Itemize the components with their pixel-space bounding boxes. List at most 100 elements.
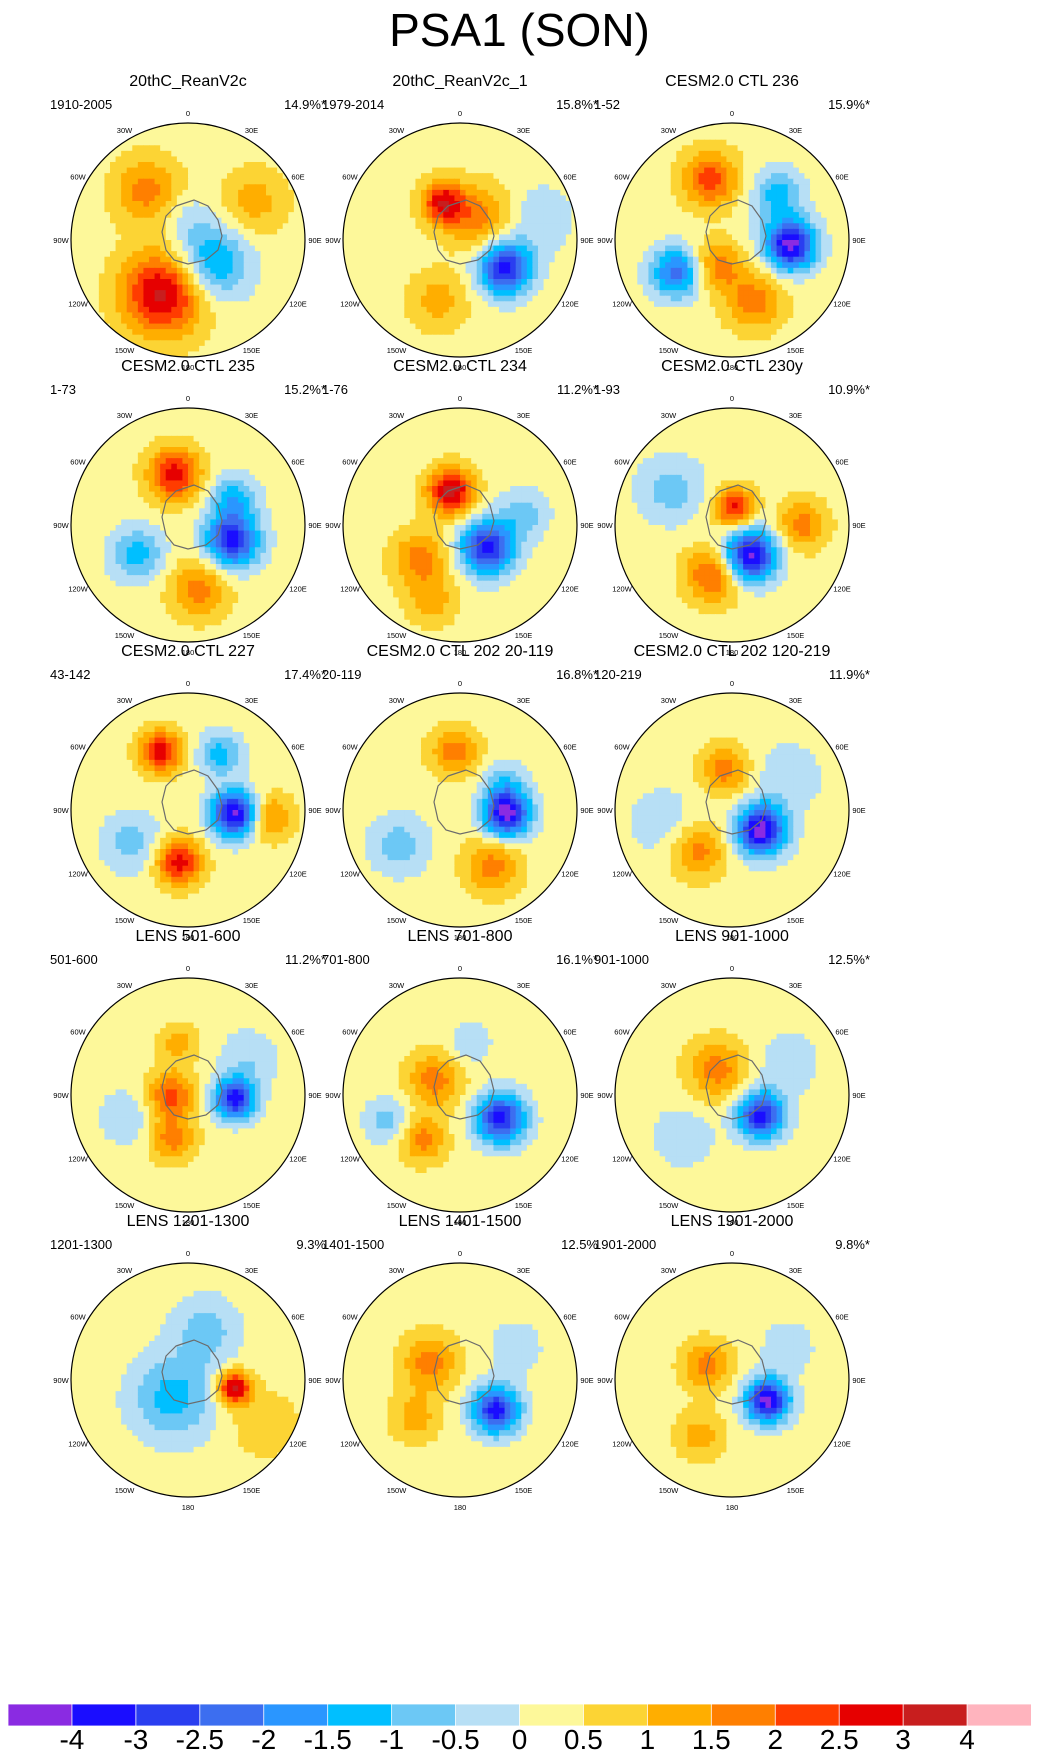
field-cell	[376, 290, 383, 297]
longitude-label: 60W	[614, 173, 630, 182]
field-cell	[176, 351, 184, 357]
field-cell	[359, 195, 366, 202]
field-cell	[365, 184, 372, 191]
field-cell	[182, 195, 189, 202]
field-cell	[698, 318, 705, 325]
field-cell	[266, 195, 273, 202]
field-cell	[543, 217, 550, 224]
field-cell	[221, 267, 228, 275]
field-cell	[82, 195, 89, 202]
field-cell	[221, 156, 228, 163]
field-cell	[415, 323, 422, 330]
field-cell	[171, 329, 178, 336]
field-cell	[543, 234, 550, 241]
field-cell	[826, 234, 833, 241]
field-cell	[143, 240, 150, 247]
field-cell	[538, 184, 545, 191]
field-cell	[87, 491, 94, 498]
field-cell	[199, 340, 206, 347]
field-cell	[687, 340, 694, 347]
field-cell	[648, 290, 655, 297]
field-cell	[454, 145, 461, 152]
field-cell	[132, 178, 139, 185]
field-cell	[348, 240, 355, 247]
field-cell	[810, 306, 817, 314]
field-cell	[815, 267, 822, 275]
field-cell	[765, 284, 772, 291]
field-cell	[510, 290, 517, 297]
field-cell	[754, 234, 761, 241]
field-cell	[499, 323, 506, 330]
field-cell	[188, 228, 195, 236]
field-cell	[837, 206, 845, 213]
field-cell	[409, 150, 417, 158]
field-cell	[376, 273, 383, 280]
field-cell	[754, 295, 761, 302]
field-cell	[210, 262, 217, 269]
field-cell	[815, 306, 822, 314]
field-cell	[182, 469, 189, 476]
field-cell	[104, 458, 111, 465]
field-cell	[160, 452, 167, 459]
field-cell	[254, 173, 262, 180]
field-cell	[787, 212, 794, 219]
field-cell	[215, 234, 223, 241]
field-cell	[448, 267, 456, 275]
field-cell	[387, 290, 394, 297]
field-cell	[810, 284, 817, 291]
field-cell	[704, 334, 711, 341]
field-cell	[765, 189, 772, 197]
field-cell	[188, 463, 195, 470]
field-cell	[709, 284, 716, 291]
field-cell	[409, 178, 417, 185]
field-cell	[754, 245, 761, 252]
field-cell	[504, 318, 511, 325]
field-cell	[776, 201, 783, 208]
field-cell	[754, 279, 761, 286]
field-cell	[765, 273, 772, 280]
field-cell	[110, 301, 117, 308]
field-cell	[271, 251, 278, 258]
field-cell	[110, 447, 117, 454]
field-cell	[648, 256, 655, 263]
field-cell	[787, 145, 794, 152]
field-cell	[726, 173, 733, 180]
field-cell	[193, 162, 200, 169]
field-cell	[782, 223, 789, 230]
field-cell	[143, 430, 150, 437]
field-cell	[137, 463, 145, 470]
field-cell	[227, 128, 234, 135]
field-cell	[121, 217, 128, 224]
field-cell	[426, 295, 433, 302]
field-cell	[510, 279, 517, 286]
field-cell	[260, 201, 267, 208]
field-cell	[754, 195, 761, 202]
field-cell	[115, 223, 122, 230]
field-cell	[243, 139, 250, 146]
field-cell	[437, 312, 444, 319]
field-cell	[365, 228, 372, 236]
field-cell	[387, 323, 394, 330]
field-cell	[432, 295, 439, 302]
field-cell	[215, 184, 223, 191]
field-cell	[193, 408, 200, 415]
field-cell	[793, 228, 800, 236]
field-cell	[748, 340, 755, 347]
field-cell	[476, 228, 483, 236]
field-cell	[204, 424, 211, 431]
field-cell	[126, 145, 133, 152]
field-cell	[193, 340, 200, 347]
field-cell	[698, 139, 705, 146]
field-cell	[432, 306, 439, 314]
field-cell	[232, 340, 239, 347]
field-cell	[737, 228, 744, 236]
field-cell	[720, 334, 728, 341]
field-cell	[720, 212, 728, 219]
field-cell	[732, 301, 739, 308]
field-cell	[121, 323, 128, 330]
field-cell	[521, 162, 528, 169]
field-cell	[387, 145, 394, 152]
field-cell	[748, 262, 755, 269]
field-cell	[748, 323, 755, 330]
field-cell	[382, 251, 389, 258]
